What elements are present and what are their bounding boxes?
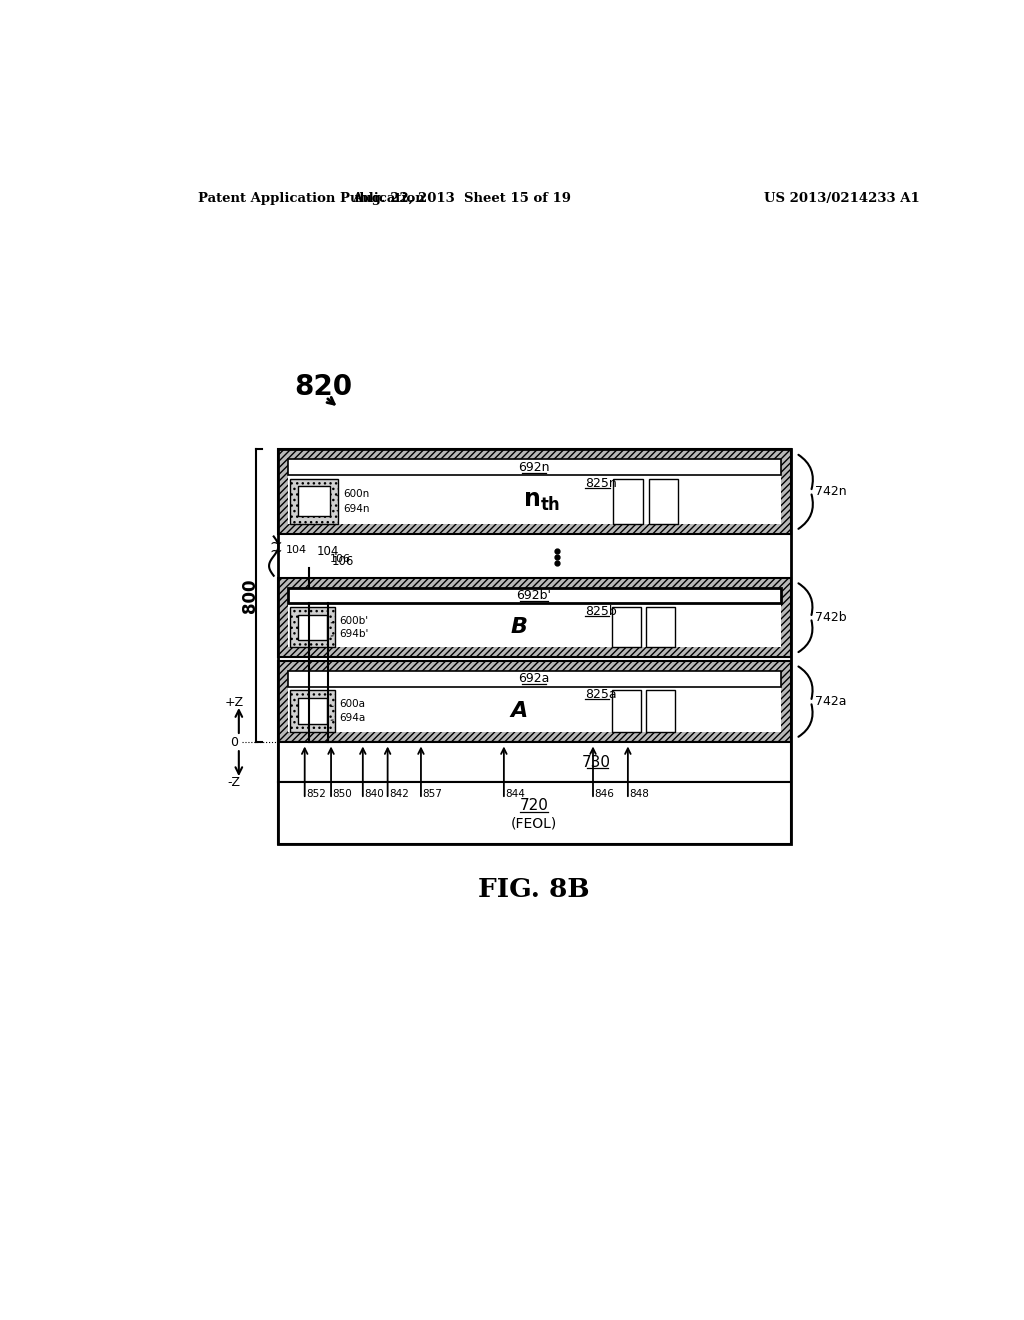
Text: +Z: +Z — [224, 696, 244, 709]
Bar — [278, 449, 791, 535]
Text: US 2013/0214233 A1: US 2013/0214233 A1 — [764, 191, 920, 205]
Bar — [288, 671, 780, 733]
Bar — [288, 459, 780, 475]
Text: Patent Application Publication: Patent Application Publication — [198, 191, 425, 205]
Text: (FEOL): (FEOL) — [511, 817, 557, 832]
Text: 742b: 742b — [815, 611, 846, 624]
Text: 730: 730 — [582, 755, 610, 770]
Text: 825a: 825a — [586, 688, 616, 701]
Bar — [288, 459, 780, 524]
Text: A: A — [510, 701, 527, 721]
Text: 720: 720 — [519, 799, 549, 813]
Text: 694a: 694a — [331, 713, 365, 723]
Text: 692n: 692n — [518, 461, 550, 474]
Text: 104: 104 — [316, 545, 339, 557]
Text: 840: 840 — [365, 789, 384, 800]
Bar — [288, 589, 780, 647]
Text: 106: 106 — [332, 554, 354, 568]
Bar — [298, 487, 331, 516]
Text: 820: 820 — [295, 374, 352, 401]
Text: FIG. 8B: FIG. 8B — [478, 878, 590, 903]
Text: 846: 846 — [595, 789, 614, 800]
Bar — [611, 690, 641, 733]
Text: 852: 852 — [306, 789, 326, 800]
Text: Aug. 22, 2013  Sheet 15 of 19: Aug. 22, 2013 Sheet 15 of 19 — [352, 191, 570, 205]
Bar — [646, 607, 675, 647]
Bar — [646, 690, 675, 733]
Text: B: B — [510, 618, 527, 638]
Bar — [290, 607, 335, 647]
Bar — [278, 578, 791, 657]
Text: 0: 0 — [230, 735, 239, 748]
Bar — [278, 661, 791, 742]
Text: 842: 842 — [389, 789, 409, 800]
Bar — [613, 479, 643, 524]
Text: 694n: 694n — [337, 504, 370, 513]
Text: ~: ~ — [269, 544, 283, 558]
Bar — [288, 589, 780, 603]
Text: $\mathbf{n}_{\mathbf{th}}$: $\mathbf{n}_{\mathbf{th}}$ — [523, 490, 560, 513]
Text: 104: 104 — [286, 545, 307, 554]
Text: -Z: -Z — [227, 776, 241, 788]
Bar — [290, 690, 335, 733]
Text: ~: ~ — [269, 536, 283, 550]
Text: 742a: 742a — [815, 696, 846, 708]
Text: 857: 857 — [423, 789, 442, 800]
Bar — [278, 449, 791, 843]
Text: 825b: 825b — [586, 605, 617, 618]
Bar — [278, 781, 791, 843]
Text: 825n: 825n — [586, 477, 617, 490]
Bar — [278, 742, 791, 781]
Bar — [649, 479, 678, 524]
Bar — [611, 607, 641, 647]
Text: 844: 844 — [506, 789, 525, 800]
Bar — [298, 615, 328, 640]
Text: 692a: 692a — [518, 672, 550, 685]
Bar — [288, 672, 780, 686]
Text: 694b': 694b' — [331, 628, 369, 639]
Text: 692b': 692b' — [516, 589, 552, 602]
Text: 600a: 600a — [331, 700, 365, 709]
Text: 850: 850 — [333, 789, 352, 800]
Text: 600n: 600n — [337, 488, 370, 499]
Text: 848: 848 — [630, 789, 649, 800]
Text: 742n: 742n — [815, 486, 846, 499]
Bar — [298, 698, 328, 725]
Text: 106: 106 — [330, 554, 350, 564]
Text: 600b': 600b' — [331, 615, 368, 626]
Text: 800: 800 — [241, 578, 259, 612]
Bar — [290, 479, 338, 524]
